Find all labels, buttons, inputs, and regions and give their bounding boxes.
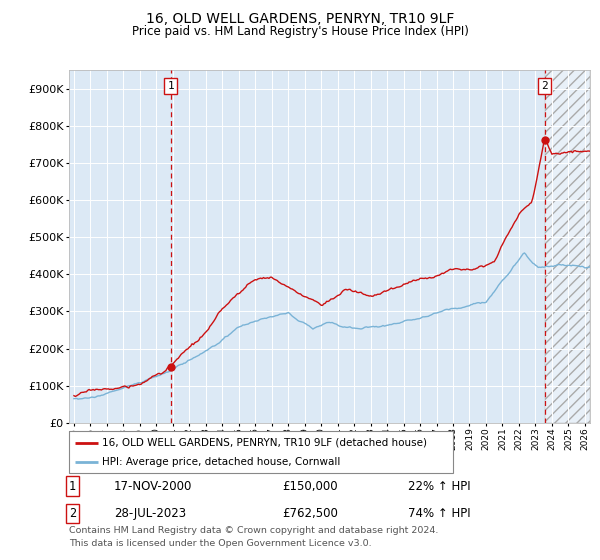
FancyBboxPatch shape [69,431,453,473]
Text: 17-NOV-2000: 17-NOV-2000 [114,479,193,493]
Text: 22% ↑ HPI: 22% ↑ HPI [408,479,470,493]
Bar [545,70,590,423]
Text: 1: 1 [167,81,174,91]
Text: 2: 2 [541,81,548,91]
Text: Price paid vs. HM Land Registry's House Price Index (HPI): Price paid vs. HM Land Registry's House … [131,25,469,38]
Text: Contains HM Land Registry data © Crown copyright and database right 2024.
This d: Contains HM Land Registry data © Crown c… [69,526,439,548]
Text: £762,500: £762,500 [282,507,338,520]
Text: 16, OLD WELL GARDENS, PENRYN, TR10 9LF (detached house): 16, OLD WELL GARDENS, PENRYN, TR10 9LF (… [101,437,427,447]
Bar [545,70,590,423]
Text: 16, OLD WELL GARDENS, PENRYN, TR10 9LF: 16, OLD WELL GARDENS, PENRYN, TR10 9LF [146,12,454,26]
Text: 1: 1 [69,479,76,493]
Text: 28-JUL-2023: 28-JUL-2023 [114,507,186,520]
Text: £150,000: £150,000 [282,479,338,493]
Text: 2: 2 [69,507,76,520]
Text: HPI: Average price, detached house, Cornwall: HPI: Average price, detached house, Corn… [101,457,340,467]
Text: 74% ↑ HPI: 74% ↑ HPI [408,507,470,520]
